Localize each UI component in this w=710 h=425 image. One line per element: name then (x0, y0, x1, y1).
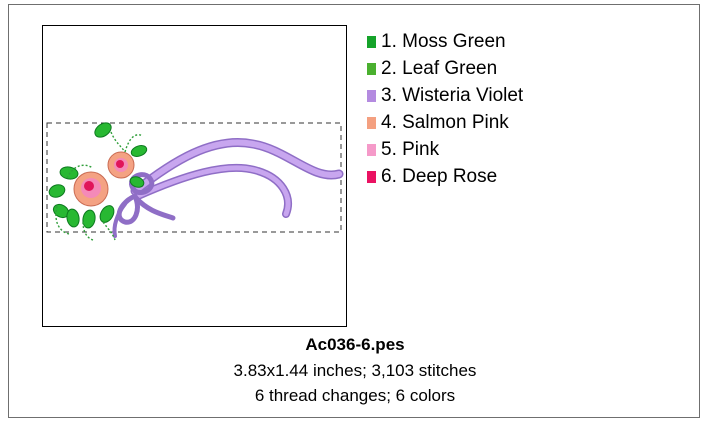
rose-icon (73, 151, 135, 207)
color-swatch-icon (367, 89, 376, 102)
outer-frame (8, 4, 700, 418)
color-swatch-icon (367, 170, 376, 183)
color-swatch-icon (367, 35, 376, 48)
thread-changes: 6 thread changes; 6 colors (254, 386, 456, 405)
thread-color-legend: 1. Moss Green 2. Leaf Green 3. Wisteria … (367, 28, 523, 190)
legend-label: 6. Deep Rose (381, 165, 498, 187)
design-preview (42, 25, 347, 327)
legend-item: 3. Wisteria Violet (367, 82, 523, 109)
stem-icon (55, 131, 144, 241)
legend-item: 6. Deep Rose (367, 163, 523, 190)
leaf-icon (48, 122, 148, 229)
legend-label: 3. Wisteria Violet (381, 84, 524, 106)
file-name: Ac036-6.pes (305, 335, 405, 354)
legend-label: 2. Leaf Green (381, 57, 498, 79)
color-swatch-icon (367, 143, 376, 156)
legend-item: 1. Moss Green (367, 28, 523, 55)
legend-item: 2. Leaf Green (367, 55, 523, 82)
legend-label: 4. Salmon Pink (381, 111, 509, 133)
ribbon-icon (112, 138, 344, 238)
embroidery-design-image (46, 122, 344, 241)
file-dimensions: 3.83x1.44 inches; 3,103 stitches (233, 361, 477, 380)
color-swatch-icon (367, 116, 376, 129)
legend-item: 5. Pink (367, 136, 523, 163)
color-swatch-icon (367, 62, 376, 75)
legend-item: 4. Salmon Pink (367, 109, 523, 136)
legend-label: 5. Pink (381, 138, 440, 160)
legend-label: 1. Moss Green (381, 30, 506, 52)
hoop-bounds (46, 122, 342, 233)
